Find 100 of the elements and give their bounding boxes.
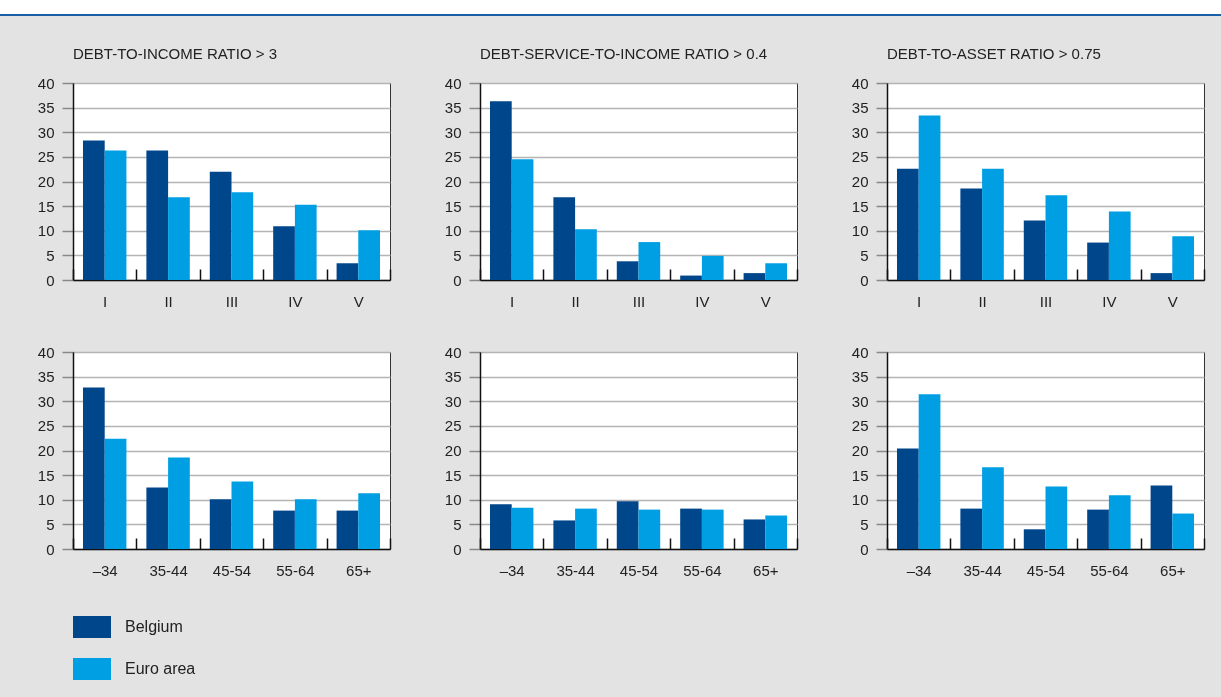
bar (209, 499, 232, 549)
bar (1108, 211, 1131, 280)
y-tick-label: 10 (37, 222, 55, 240)
bar (273, 510, 295, 549)
bar (1150, 485, 1173, 549)
bar (104, 438, 127, 549)
bar (1045, 486, 1068, 549)
bar (701, 255, 724, 280)
bar (982, 168, 1004, 280)
y-tick-label: 35 (37, 368, 55, 386)
y-tick-label: 30 (444, 123, 462, 141)
x-tick-label: 65+ (1160, 561, 1186, 579)
y-tick-label: 25 (444, 417, 462, 435)
y-tick-label: 40 (851, 74, 869, 92)
y-tick-label: 25 (851, 148, 869, 166)
y-tick-label: 15 (851, 466, 869, 484)
bar (896, 448, 919, 549)
chart-title: DEBT-TO-INCOME RATIO > 3 (73, 45, 278, 62)
x-tick-label: IV (1102, 292, 1117, 310)
y-tick-label: 5 (860, 246, 869, 264)
x-tick-label: III (1039, 292, 1053, 310)
x-tick-label: 45-54 (619, 561, 659, 579)
y-tick-label: 30 (851, 123, 869, 141)
bar (1172, 236, 1195, 280)
y-tick-label: 35 (37, 99, 55, 117)
y-tick-label: 25 (37, 148, 55, 166)
bar (294, 204, 317, 280)
bar (146, 150, 169, 280)
y-tick-label: 20 (444, 442, 462, 459)
bar (209, 171, 232, 280)
y-tick-label: 25 (444, 148, 462, 166)
x-tick-label: I (917, 292, 922, 310)
x-tick-label: IV (288, 292, 303, 310)
bar (575, 229, 597, 280)
bar (231, 192, 254, 280)
bar (168, 197, 190, 280)
y-tick-label: 0 (453, 271, 462, 289)
bar (146, 487, 169, 549)
bar (680, 275, 702, 280)
y-tick-label: 15 (444, 197, 462, 215)
y-tick-label: 40 (444, 74, 462, 92)
bar (358, 230, 381, 280)
bar (960, 508, 983, 549)
x-tick-label: –34 (499, 561, 525, 579)
bar (616, 261, 639, 280)
x-tick-label: 55-64 (683, 561, 722, 579)
x-tick-label: 35-44 (963, 561, 1002, 579)
y-tick-label: 20 (37, 442, 55, 459)
x-tick-label: V (760, 292, 771, 310)
y-tick-label: 40 (444, 343, 462, 361)
x-tick-label: 35-44 (149, 561, 188, 579)
x-tick-label: I (510, 292, 515, 310)
y-tick-label: 40 (851, 343, 869, 361)
y-tick-label: 10 (851, 491, 869, 509)
y-tick-label: 40 (37, 74, 55, 92)
y-tick-label: 20 (444, 173, 462, 190)
bar (104, 150, 127, 280)
y-tick-label: 15 (37, 466, 55, 484)
bar (489, 504, 512, 549)
bar (1023, 529, 1046, 549)
y-tick-label: 10 (37, 491, 55, 509)
x-tick-label: V (1167, 292, 1178, 310)
y-tick-label: 20 (851, 442, 869, 459)
bar (358, 493, 381, 549)
bar (918, 115, 941, 280)
chart-title: DEBT-TO-ASSET RATIO > 0.75 (887, 45, 1101, 62)
bar (294, 499, 317, 549)
y-tick-label: 10 (444, 222, 462, 240)
x-tick-label: III (225, 292, 239, 310)
y-tick-label: 0 (860, 540, 869, 558)
bar (960, 188, 983, 280)
bar (553, 520, 576, 549)
x-tick-label: –34 (906, 561, 932, 579)
bar (743, 519, 766, 549)
y-tick-label: 30 (444, 392, 462, 410)
x-tick-label: III (632, 292, 646, 310)
bar (896, 168, 919, 280)
y-tick-label: 35 (851, 368, 869, 386)
bar (336, 510, 359, 549)
bar (638, 509, 661, 549)
y-tick-label: 5 (453, 515, 462, 533)
x-tick-label: V (353, 292, 364, 310)
bar (1023, 220, 1046, 280)
y-tick-label: 40 (37, 343, 55, 361)
bar (1150, 273, 1173, 280)
bar (982, 467, 1004, 549)
legend-label: Euro area (125, 660, 196, 677)
y-tick-label: 30 (851, 392, 869, 410)
y-tick-label: 0 (453, 540, 462, 558)
x-tick-label: II (978, 292, 987, 310)
y-tick-label: 5 (860, 515, 869, 533)
x-tick-label: 45-54 (212, 561, 252, 579)
y-tick-label: 35 (851, 99, 869, 117)
x-tick-label: –34 (92, 561, 118, 579)
bar (1045, 195, 1068, 280)
x-tick-label: IV (695, 292, 710, 310)
y-tick-label: 20 (851, 173, 869, 190)
x-tick-label: 55-64 (276, 561, 315, 579)
y-tick-label: 10 (444, 491, 462, 509)
y-tick-label: 25 (851, 417, 869, 435)
